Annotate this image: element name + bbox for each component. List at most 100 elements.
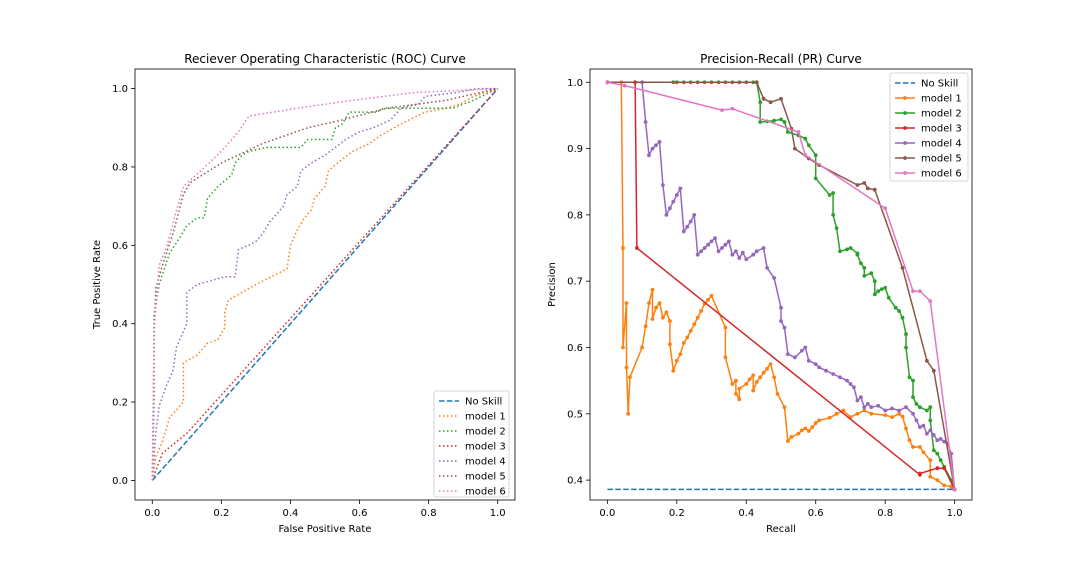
legend-marker	[903, 171, 907, 175]
data-point	[789, 435, 794, 439]
data-point	[942, 439, 947, 444]
data-point	[803, 426, 808, 431]
data-point	[720, 108, 724, 112]
data-point	[911, 289, 915, 293]
data-point	[938, 437, 943, 441]
legend-marker	[903, 126, 907, 130]
data-point	[650, 287, 655, 292]
data-point	[900, 315, 905, 320]
data-point	[668, 342, 672, 347]
y-tick-label: 0.5	[567, 409, 583, 420]
data-point	[803, 136, 808, 141]
data-point	[772, 118, 776, 123]
data-point	[928, 405, 933, 410]
data-point	[890, 415, 894, 419]
data-point	[865, 186, 870, 191]
data-point	[855, 252, 860, 257]
data-point	[635, 246, 639, 250]
data-point	[813, 176, 818, 181]
data-point	[890, 406, 894, 411]
data-point	[938, 458, 943, 463]
data-point	[845, 247, 849, 252]
data-point	[782, 405, 787, 410]
data-point	[730, 106, 735, 111]
legend-label: model 2	[921, 109, 962, 120]
series-line	[607, 81, 956, 490]
data-point	[761, 96, 766, 101]
data-point	[754, 80, 759, 85]
data-point	[772, 375, 776, 380]
data-point	[925, 431, 929, 436]
y-tick-label: 1.0	[112, 84, 128, 95]
legend-label: model 3	[465, 442, 506, 453]
x-tick-label: 0.0	[144, 508, 160, 519]
data-point	[723, 325, 728, 330]
data-point	[650, 317, 655, 321]
chart-title: Reciever Operating Characteristic (ROC) …	[184, 52, 466, 66]
data-point	[931, 368, 936, 373]
data-point	[827, 193, 832, 197]
data-point	[831, 191, 835, 195]
series-model-3	[151, 88, 499, 481]
data-point	[838, 249, 842, 254]
legend-marker	[903, 111, 907, 115]
data-point	[605, 80, 610, 85]
data-point	[813, 421, 818, 425]
series-line	[151, 87, 498, 481]
data-point	[914, 402, 919, 406]
data-point	[768, 362, 773, 366]
data-point	[928, 418, 933, 423]
data-point	[931, 448, 936, 453]
data-point	[754, 249, 759, 254]
data-point	[900, 414, 905, 419]
data-point	[678, 352, 683, 356]
data-point	[709, 293, 714, 298]
data-point	[831, 213, 835, 217]
x-tick-label: 0.2	[213, 508, 229, 519]
data-point	[883, 408, 888, 413]
data-point	[911, 445, 915, 449]
x-tick-label: 0.0	[599, 508, 615, 519]
series-model-4	[151, 87, 498, 481]
x-tick-label: 0.4	[283, 508, 299, 519]
data-point	[657, 140, 662, 144]
data-point	[799, 428, 804, 433]
data-point	[678, 186, 683, 191]
data-point	[813, 153, 818, 158]
data-point	[806, 358, 811, 363]
chart-1: Reciever Operating Characteristic (ROC) …	[92, 52, 516, 535]
data-point	[834, 411, 839, 416]
data-point	[803, 345, 808, 350]
data-point	[664, 310, 669, 315]
data-point	[624, 301, 629, 305]
x-tick-label: 0.4	[738, 508, 754, 519]
data-point	[876, 289, 881, 293]
data-point	[661, 315, 665, 320]
data-point	[918, 405, 922, 410]
x-tick-label: 0.6	[808, 508, 824, 519]
data-point	[872, 187, 877, 192]
data-point	[668, 206, 672, 211]
data-point	[692, 322, 697, 327]
data-point	[782, 325, 787, 330]
data-point	[688, 219, 693, 224]
legend-marker	[903, 141, 907, 145]
legend-label: model 1	[465, 412, 506, 423]
data-point	[796, 130, 801, 134]
data-point	[904, 426, 908, 431]
data-point	[751, 373, 756, 378]
data-point	[904, 405, 908, 410]
chart-2: Precision-Recall (PR) Curve 0.0 0.2 0.4 0.6 0…	[547, 52, 973, 535]
data-point	[664, 213, 669, 217]
data-point	[744, 257, 749, 262]
series-no-skill	[151, 88, 499, 481]
data-point	[754, 380, 759, 384]
series-model-5	[151, 87, 498, 481]
data-point	[702, 246, 707, 250]
data-point	[734, 249, 738, 254]
data-point	[862, 405, 867, 410]
data-point	[838, 375, 842, 380]
data-point	[841, 408, 846, 413]
data-point	[772, 276, 776, 280]
